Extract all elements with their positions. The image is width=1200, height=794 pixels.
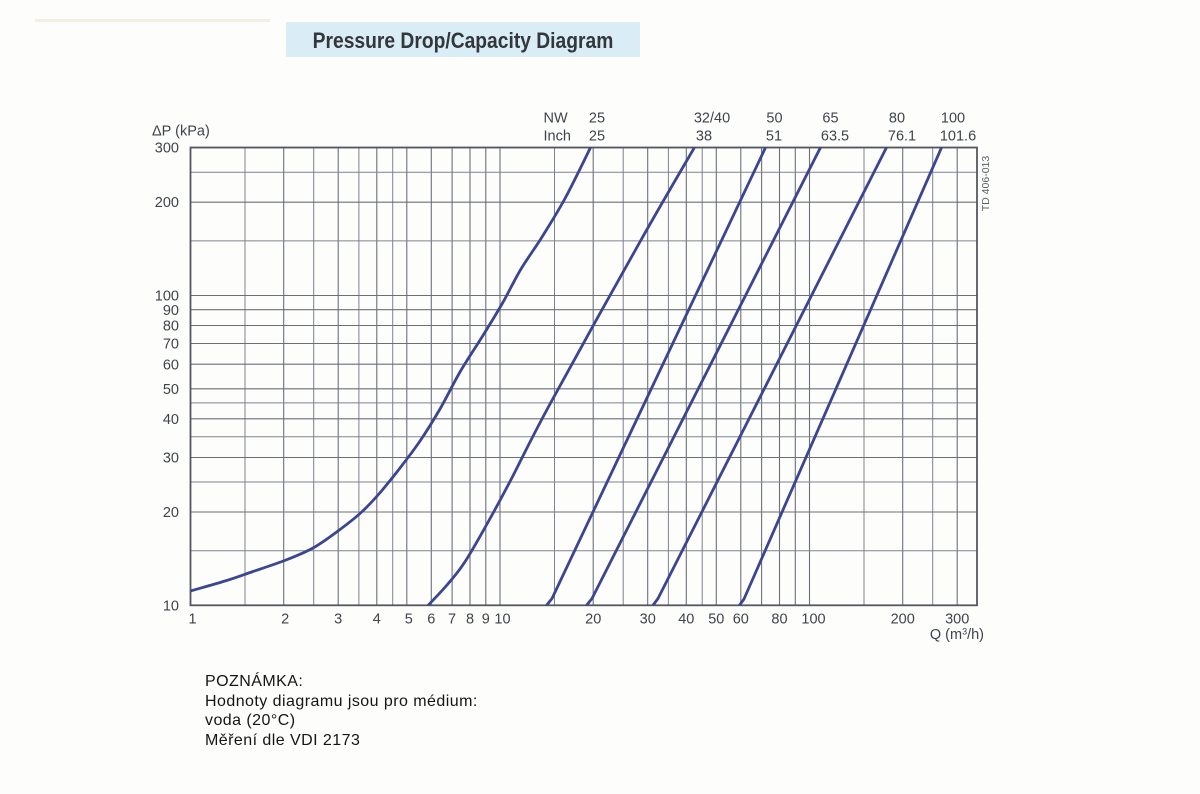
svg-text:30: 30	[163, 451, 179, 467]
svg-text:60: 60	[163, 357, 179, 373]
svg-text:NW: NW	[544, 110, 568, 126]
svg-text:50: 50	[766, 110, 782, 126]
svg-text:50: 50	[163, 382, 179, 398]
svg-text:10: 10	[494, 612, 510, 628]
svg-text:ΔP (kPa): ΔP (kPa)	[152, 124, 210, 140]
svg-text:2: 2	[281, 612, 289, 628]
svg-text:TD 406-013: TD 406-013	[980, 156, 992, 212]
svg-text:5: 5	[405, 612, 413, 628]
svg-text:50: 50	[708, 612, 724, 628]
svg-text:101.6: 101.6	[940, 128, 976, 144]
svg-text:63.5: 63.5	[821, 128, 849, 144]
svg-text:3: 3	[334, 612, 342, 628]
svg-text:1: 1	[188, 612, 196, 628]
svg-text:80: 80	[163, 319, 179, 335]
svg-text:300: 300	[945, 612, 969, 628]
svg-text:Inch: Inch	[544, 128, 571, 144]
svg-text:20: 20	[585, 612, 601, 628]
svg-text:76.1: 76.1	[888, 128, 916, 144]
svg-text:80: 80	[771, 612, 787, 628]
svg-text:6: 6	[427, 612, 435, 628]
svg-text:32/40: 32/40	[694, 110, 730, 126]
svg-text:4: 4	[373, 612, 381, 628]
svg-text:25: 25	[589, 110, 605, 126]
svg-text:30: 30	[640, 612, 656, 628]
svg-text:90: 90	[163, 303, 179, 319]
svg-text:40: 40	[163, 412, 179, 428]
svg-text:300: 300	[155, 141, 179, 157]
svg-text:200: 200	[891, 612, 915, 628]
svg-text:100: 100	[941, 110, 965, 126]
svg-text:40: 40	[678, 612, 694, 628]
svg-text:65: 65	[822, 110, 838, 126]
svg-text:10: 10	[163, 598, 179, 614]
svg-text:200: 200	[155, 195, 179, 211]
svg-text:25: 25	[589, 128, 605, 144]
svg-text:70: 70	[163, 337, 179, 353]
svg-text:Q (m3/h): Q (m3/h)	[930, 627, 984, 644]
svg-text:9: 9	[482, 612, 490, 628]
svg-text:60: 60	[733, 612, 749, 628]
svg-text:100: 100	[801, 612, 825, 628]
svg-text:8: 8	[466, 612, 474, 628]
svg-text:100: 100	[155, 289, 179, 305]
svg-text:51: 51	[766, 128, 782, 144]
svg-text:38: 38	[696, 128, 712, 144]
svg-text:80: 80	[889, 110, 905, 126]
svg-text:20: 20	[163, 505, 179, 521]
svg-text:7: 7	[448, 612, 456, 628]
